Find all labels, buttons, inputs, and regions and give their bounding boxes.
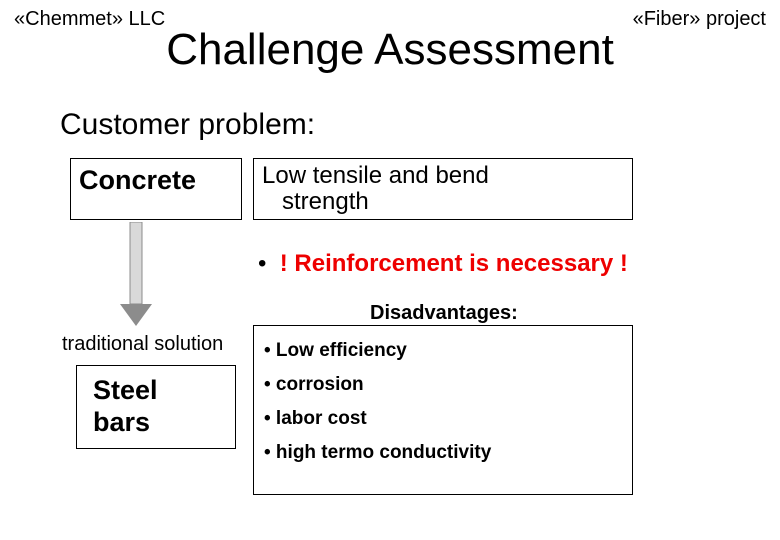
steel-line2: bars xyxy=(93,407,150,437)
steel-line1: Steel xyxy=(93,375,158,405)
arrow-shaft xyxy=(130,222,142,304)
problem-line1: Low tensile and bend xyxy=(262,162,489,189)
bullet-dot: • xyxy=(258,250,280,277)
disadvantages-box: • Low efficiency • corrosion • labor cos… xyxy=(253,325,633,495)
page-title: Challenge Assessment xyxy=(0,25,780,75)
steel-bars-box: Steel bars xyxy=(76,365,236,449)
down-arrow-icon xyxy=(120,222,152,326)
arrow-head xyxy=(120,304,152,326)
disadvantage-item: • Low efficiency xyxy=(264,340,622,362)
disadvantage-item: • labor cost xyxy=(264,408,622,430)
section-heading: Customer problem: xyxy=(60,108,315,142)
concrete-label: Concrete xyxy=(79,165,196,195)
traditional-solution-label: traditional solution xyxy=(62,333,223,356)
problem-box: Low tensile and bend strength xyxy=(253,158,633,220)
disadvantages-heading: Disadvantages: xyxy=(370,302,518,325)
disadvantage-item: • corrosion xyxy=(264,374,622,396)
disadvantage-item: • high termo conductivity xyxy=(264,442,622,464)
problem-line2: strength xyxy=(262,189,624,215)
callout-row: • ! Reinforcement is necessary ! xyxy=(258,250,628,278)
concrete-box: Concrete xyxy=(70,158,242,220)
callout-text: ! Reinforcement is necessary ! xyxy=(280,250,628,277)
